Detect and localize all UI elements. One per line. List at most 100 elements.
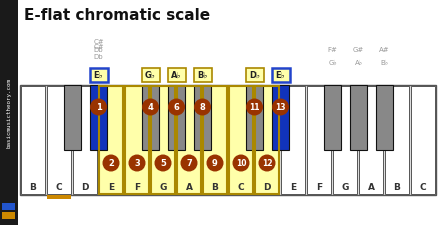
Circle shape xyxy=(232,155,249,171)
Bar xyxy=(307,86,331,194)
Circle shape xyxy=(168,99,185,115)
Text: 12: 12 xyxy=(262,158,272,167)
Text: G#: G# xyxy=(353,47,364,53)
Text: C: C xyxy=(420,182,426,191)
Text: 1: 1 xyxy=(95,103,102,112)
Circle shape xyxy=(142,99,159,115)
Bar xyxy=(21,86,45,194)
Bar xyxy=(333,86,357,194)
Bar xyxy=(142,85,159,150)
Bar xyxy=(142,68,159,82)
Text: G♭: G♭ xyxy=(145,70,156,79)
Text: A♭: A♭ xyxy=(171,70,182,79)
Text: E♭: E♭ xyxy=(276,70,285,79)
Text: 8: 8 xyxy=(200,103,205,112)
Text: 13: 13 xyxy=(275,103,286,112)
Text: G: G xyxy=(341,182,348,191)
Bar xyxy=(271,68,290,82)
Circle shape xyxy=(246,99,263,115)
Circle shape xyxy=(206,155,224,171)
Text: A: A xyxy=(186,182,193,191)
Bar xyxy=(47,86,71,194)
Bar xyxy=(73,86,97,194)
Bar xyxy=(90,85,107,150)
Bar xyxy=(177,86,201,194)
Bar xyxy=(255,86,279,194)
Bar xyxy=(229,86,253,194)
Text: C: C xyxy=(56,182,62,191)
Text: D: D xyxy=(263,182,271,191)
Bar xyxy=(324,85,341,150)
Bar xyxy=(99,86,123,194)
Text: G♭: G♭ xyxy=(328,60,337,66)
Text: E: E xyxy=(290,182,296,191)
Text: B: B xyxy=(393,182,400,191)
Bar xyxy=(246,85,263,150)
Bar xyxy=(229,86,253,194)
Bar xyxy=(125,86,149,194)
Text: D: D xyxy=(81,182,89,191)
Text: B: B xyxy=(29,182,37,191)
Text: B♭: B♭ xyxy=(197,70,208,79)
Text: 11: 11 xyxy=(249,103,260,112)
Text: 7: 7 xyxy=(186,158,192,167)
Circle shape xyxy=(259,155,275,171)
Circle shape xyxy=(180,155,198,171)
Text: 4: 4 xyxy=(147,103,154,112)
Text: C#: C# xyxy=(93,44,104,50)
Text: Db: Db xyxy=(94,54,103,60)
Bar xyxy=(376,85,393,150)
Text: A#: A# xyxy=(379,47,390,53)
Text: B♭: B♭ xyxy=(381,60,389,66)
Text: A♭: A♭ xyxy=(355,60,363,66)
Circle shape xyxy=(194,99,211,115)
Text: E: E xyxy=(108,182,114,191)
Text: 5: 5 xyxy=(160,158,166,167)
Bar xyxy=(194,85,211,150)
Text: 9: 9 xyxy=(212,158,218,167)
Text: F#: F# xyxy=(327,47,337,53)
Text: E-flat chromatic scale: E-flat chromatic scale xyxy=(24,8,210,23)
Bar xyxy=(168,68,186,82)
Bar xyxy=(203,86,227,194)
Circle shape xyxy=(154,155,172,171)
Text: F: F xyxy=(134,182,140,191)
Bar xyxy=(246,68,264,82)
Bar xyxy=(125,86,149,194)
Circle shape xyxy=(90,99,107,115)
Bar xyxy=(177,86,201,194)
Bar xyxy=(89,68,107,82)
Bar xyxy=(281,86,305,194)
Bar xyxy=(168,85,185,150)
Bar xyxy=(0,0,18,225)
Bar xyxy=(2,203,15,210)
Text: Db: Db xyxy=(94,47,103,53)
Bar xyxy=(350,85,367,150)
Bar xyxy=(151,86,175,194)
Text: E♭: E♭ xyxy=(94,70,103,79)
Text: 3: 3 xyxy=(134,158,140,167)
Text: basicmusictheory.com: basicmusictheory.com xyxy=(7,78,11,148)
Text: G: G xyxy=(159,182,167,191)
Bar xyxy=(99,86,123,194)
Bar xyxy=(385,86,409,194)
Circle shape xyxy=(103,155,120,171)
Text: B: B xyxy=(212,182,218,191)
Bar xyxy=(272,85,289,150)
Text: 2: 2 xyxy=(108,158,114,167)
Bar xyxy=(203,86,227,194)
Bar xyxy=(151,86,175,194)
Bar xyxy=(2,212,15,219)
Text: 6: 6 xyxy=(173,103,180,112)
Text: 10: 10 xyxy=(236,158,246,167)
Bar xyxy=(359,86,383,194)
Bar xyxy=(194,68,212,82)
Text: F: F xyxy=(316,182,322,191)
Bar xyxy=(64,85,81,150)
Circle shape xyxy=(128,155,146,171)
Bar xyxy=(20,85,436,195)
Text: D♭: D♭ xyxy=(249,70,260,79)
Text: C: C xyxy=(238,182,244,191)
Text: C#: C# xyxy=(93,39,104,45)
Bar xyxy=(47,195,71,199)
